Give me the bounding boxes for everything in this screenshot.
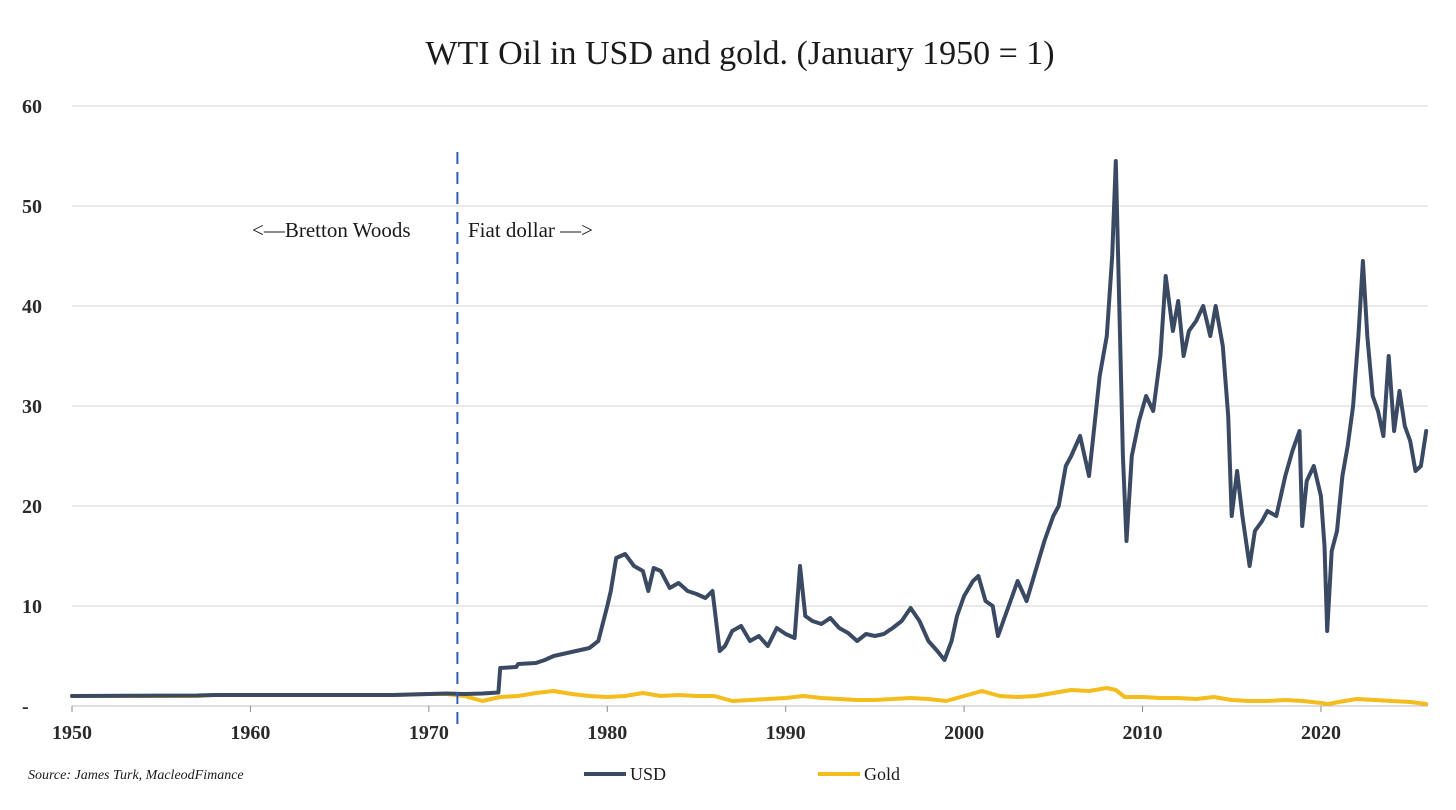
annotation-fiat-dollar: Fiat dollar —> [468,218,593,242]
legend-item-usd: USD [584,764,666,784]
grid-layer [72,105,1428,707]
x-tick-label: 1950 [52,722,92,744]
x-tick-label: 2010 [1123,722,1163,744]
x-tick-label: 1960 [230,722,270,744]
source-note: Source: James Turk, MacleodFimance [28,768,244,783]
y-tick-label: 60 [22,96,42,118]
x-tick-label: 2000 [944,722,984,744]
y-tick-label: 50 [22,196,42,218]
x-tick-label: 2020 [1301,722,1341,744]
x-tick-label: 1970 [409,722,449,744]
x-tick-label: 1990 [766,722,806,744]
x-axis: 1950 1960 1970 1980 1990 2000 2010 2020 [52,706,1341,744]
series-line-gold [70,686,1429,706]
series-line-usd [70,159,1429,698]
legend-item-gold: Gold [818,764,900,784]
y-tick-label: 20 [22,496,42,518]
annotation-bretton-woods: <—Bretton Woods [252,218,411,242]
x-tick-label: 1980 [587,722,627,744]
y-tick-label: 30 [22,396,42,418]
y-tick-label: 40 [22,296,42,318]
chart-title: WTI Oil in USD and gold. (January 1950 =… [425,35,1054,72]
y-tick-label: 10 [22,596,42,618]
y-axis: - 10 20 30 40 50 60 [22,96,42,718]
plot-area [70,159,1429,706]
legend-label-gold: Gold [864,764,900,784]
y-tick-label: - [22,696,29,718]
legend: USD Gold [584,764,900,784]
legend-label-usd: USD [630,764,666,784]
